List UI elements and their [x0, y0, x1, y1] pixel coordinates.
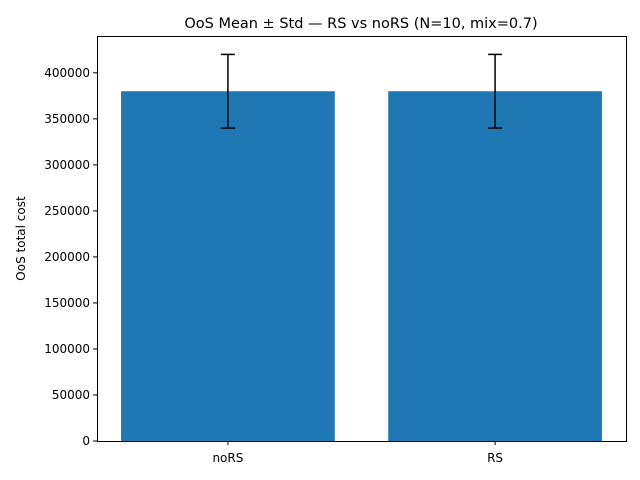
y-axis-label: OoS total cost	[14, 196, 28, 281]
y-tick-label: 0	[82, 434, 90, 448]
bars-group	[121, 91, 602, 441]
bar-RS	[388, 91, 602, 441]
x-tick-label: noRS	[212, 451, 243, 465]
x-tick-label: RS	[487, 451, 503, 465]
y-tick-label: 300000	[44, 158, 90, 172]
bar-noRS	[121, 91, 335, 441]
y-axis-ticks: 0 50000 100000 150000 200000 250000 300000 3500…	[44, 66, 97, 448]
y-tick-label: 150000	[44, 296, 90, 310]
x-axis-ticks: noRS RS	[212, 441, 503, 465]
y-tick-label: 350000	[44, 112, 90, 126]
chart-title: OoS Mean ± Std — RS vs noRS (N=10, mix=0…	[184, 16, 537, 32]
y-tick-label: 250000	[44, 204, 90, 218]
y-tick-label: 100000	[44, 342, 90, 356]
y-tick-label: 400000	[44, 66, 90, 80]
y-tick-label: 50000	[52, 388, 90, 402]
y-tick-label: 200000	[44, 250, 90, 264]
